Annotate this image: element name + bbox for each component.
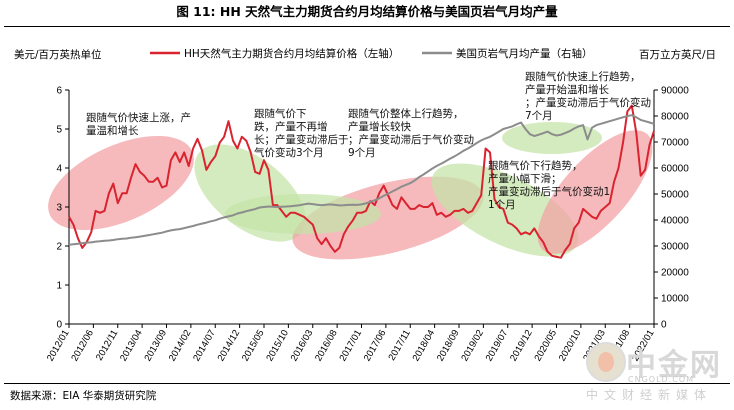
y-right-tick-label-5: 50000 bbox=[661, 190, 689, 201]
x-tick-label-20: 2020/05 bbox=[532, 328, 559, 363]
ellipse-4 bbox=[225, 194, 381, 234]
x-tick-label-4: 2013/09 bbox=[142, 328, 169, 363]
annotation-2-line-3: 长；产量变动滞后于 bbox=[254, 133, 349, 146]
x-tick-label-15: 2018/04 bbox=[411, 328, 438, 363]
x-tick-label-5: 2014/02 bbox=[167, 328, 194, 363]
chart: 0 1 2 3 4 5 6 0 10000 20000 30000 40000 50000 60000 70… bbox=[14, 47, 716, 363]
watermark-name: 中金网 bbox=[626, 348, 722, 383]
y-left-tick-label-3: 3 bbox=[56, 203, 62, 214]
series-line-2 bbox=[68, 114, 655, 246]
chart-series bbox=[68, 104, 655, 259]
annotation-4-line-3: 产量变动滞后于气价变动1 bbox=[488, 185, 610, 198]
x-tick-label-17: 2019/02 bbox=[459, 328, 486, 363]
x-tick-label-16: 2018/09 bbox=[435, 328, 462, 363]
annotation-1-line-1: 跟随气价快速上涨，产 bbox=[86, 111, 191, 124]
x-tick-label-14: 2017/11 bbox=[387, 328, 413, 363]
annotation-5: 跟随气价快速上行趋势，产量开始温和增长；产量变动滞后于气价变动 7个月 bbox=[525, 70, 651, 122]
annotation-2: 跟随气价下跌，产量不再增长；产量变动滞后于气价变动3个月 bbox=[254, 107, 349, 159]
y-left-tick-label-6: 6 bbox=[56, 86, 62, 97]
y-left-tick-label-4: 4 bbox=[56, 164, 62, 175]
x-tick-label-1: 2012/06 bbox=[69, 328, 96, 363]
annotation-5-line-3: ；产量变动滞后于气价变动 bbox=[525, 96, 651, 109]
x-tick-label-7: 2014/12 bbox=[216, 328, 243, 363]
y-right-tick-label-6: 60000 bbox=[661, 164, 689, 175]
ellipse-6 bbox=[537, 130, 653, 254]
x-tick-label-21: 2020/10 bbox=[557, 328, 584, 363]
y-left-tick-label-2: 2 bbox=[56, 242, 62, 253]
annotation-2-line-4: 气价变动3个月 bbox=[254, 146, 324, 159]
y-right-tick-label-7: 70000 bbox=[661, 138, 689, 149]
annotation-3-line-4: 9个月 bbox=[348, 147, 376, 159]
y-left-tick-label-5: 5 bbox=[56, 125, 62, 136]
ellipse-1 bbox=[48, 135, 194, 231]
y-left-tick-label-0: 0 bbox=[56, 320, 62, 331]
series-line-1 bbox=[68, 104, 655, 259]
y-right-tick-label-1: 10000 bbox=[661, 294, 689, 305]
annotation-5-line-4: 7个月 bbox=[525, 110, 553, 122]
chart-annotations: 跟随气价快速上涨，产量温和增长 跟随气价下跌，产量不再增长；产量变动滞后于气价变动… bbox=[86, 70, 651, 211]
watermark-logo-icon bbox=[586, 342, 626, 382]
annotation-5-line-2: 产量开始温和增长 bbox=[525, 83, 609, 96]
annotation-3: 跟随气价整体上行趋势，产量增长较快；产量变动滞后于气价变动 9个月 bbox=[348, 107, 474, 159]
footer-rule bbox=[4, 383, 730, 384]
y-right-tick-label-4: 40000 bbox=[661, 216, 689, 227]
x-tick-label-19: 2019/12 bbox=[508, 328, 535, 363]
legend-label-1: HH天然气主力期货合约月均结算价格（左轴） bbox=[184, 47, 399, 60]
annotation-5-line-1: 跟随气价快速上行趋势， bbox=[525, 70, 641, 83]
y-right-tick-label-8: 80000 bbox=[661, 112, 689, 123]
x-tick-label-18: 2019/07 bbox=[484, 328, 511, 363]
x-tick-label-10: 2016/03 bbox=[289, 328, 316, 363]
title-rule bbox=[4, 26, 730, 27]
x-tick-label-2: 2012/11 bbox=[94, 328, 120, 363]
annotation-3-line-1: 跟随气价整体上行趋势， bbox=[348, 107, 464, 120]
x-tick-label-13: 2017/06 bbox=[362, 328, 389, 363]
x-tick-label-11: 2016/08 bbox=[313, 328, 340, 363]
chart-legend: HH天然气主力期货合约月均结算价格（左轴） 美国页岩气月均产量（右轴） bbox=[150, 47, 593, 60]
watermark-tagline: 中文财经新媒体 bbox=[586, 388, 713, 402]
y-right-tick-label-3: 30000 bbox=[661, 242, 689, 253]
figure-title: 图 11: HH 天然气主力期货合约月均结算价格与美国页岩气月均产量 bbox=[176, 4, 558, 19]
x-tick-label-3: 2013/04 bbox=[118, 328, 145, 363]
annotation-1: 跟随气价快速上涨，产量温和增长 bbox=[86, 111, 191, 137]
annotation-2-line-1: 跟随气价下 bbox=[254, 107, 307, 120]
y-right-tick-label-0: 0 bbox=[661, 320, 667, 331]
y-right-tick-label-9: 90000 bbox=[661, 86, 689, 97]
x-tick-label-6: 2014/07 bbox=[191, 328, 218, 363]
annotation-1-line-2: 量温和增长 bbox=[86, 124, 139, 137]
annotation-3-line-3: ；产量变动滞后于气价变动 bbox=[348, 133, 474, 146]
legend-label-2: 美国页岩气月均产量（右轴） bbox=[456, 47, 593, 60]
watermark: 中金网 CNGOLD.COM 中文财经新媒体 bbox=[584, 340, 734, 402]
annotation-4-line-4: 1个月 bbox=[488, 199, 516, 211]
annotation-ellipses bbox=[48, 122, 653, 260]
annotation-2-line-2: 跌，产量不再增 bbox=[254, 120, 328, 133]
data-source: 数据来源：EIA 华泰期货研究院 bbox=[10, 390, 157, 402]
y-right-axis-label: 百万立方英尺/日 bbox=[639, 48, 716, 61]
annotation-3-line-2: 产量增长较快 bbox=[348, 120, 411, 133]
y-right-tick-label-2: 20000 bbox=[661, 268, 689, 279]
annotation-4: 跟随气价下行趋势，产量小幅下滑；产量变动滞后于气价变动1 1个月 bbox=[488, 159, 610, 211]
annotation-4-line-1: 跟随气价下行趋势， bbox=[488, 159, 583, 172]
x-tick-label-12: 2017/01 bbox=[337, 328, 364, 363]
x-tick-label-9: 2015/10 bbox=[264, 328, 291, 363]
y-left-axis-label: 美元/百万英热单位 bbox=[14, 48, 102, 61]
x-tick-label-0: 2012/01 bbox=[45, 328, 72, 363]
x-tick-label-8: 2015/05 bbox=[240, 328, 267, 363]
watermark-url: CNGOLD.COM bbox=[628, 375, 695, 384]
annotation-4-line-2: 产量小幅下滑； bbox=[488, 172, 562, 185]
y-left-tick-label-1: 1 bbox=[56, 281, 62, 292]
